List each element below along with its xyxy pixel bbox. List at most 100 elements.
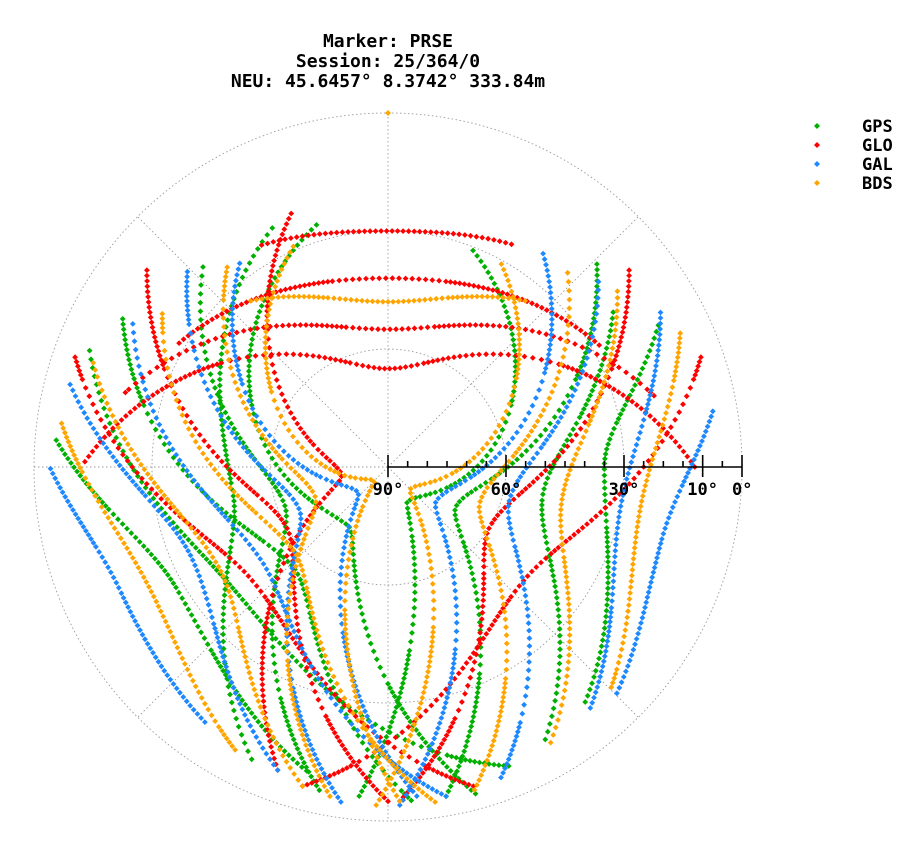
point-bds-8 (205, 706, 212, 713)
point-bds-9 (422, 296, 428, 303)
point-glo-4 (259, 496, 266, 503)
point-glo-7 (470, 650, 477, 656)
point-glo-6 (452, 776, 458, 783)
point-gps-4 (548, 562, 555, 569)
point-glo-3 (668, 434, 675, 441)
point-glo-7 (497, 609, 504, 616)
point-gps-3 (216, 376, 223, 383)
point-bds-7 (342, 580, 349, 587)
point-gps-6 (639, 365, 646, 372)
point-glo-1 (233, 303, 240, 310)
point-gps-9 (403, 666, 409, 672)
point-glo-8 (279, 231, 286, 238)
point-gal-2 (247, 723, 254, 729)
point-gps-2 (272, 484, 279, 491)
point-gps-3 (217, 370, 223, 377)
point-glo-2 (436, 323, 443, 330)
point-glo-5 (477, 629, 483, 636)
point-bds-2 (134, 456, 141, 463)
point-bds-0 (204, 456, 210, 462)
point-bds-3 (502, 675, 509, 682)
point-gps-2 (294, 745, 301, 752)
point-gal-7 (672, 499, 678, 505)
point-gps-7 (185, 606, 192, 613)
point-gps-7 (277, 744, 284, 750)
point-gps-9 (385, 729, 392, 735)
point-gps-1 (125, 351, 131, 358)
point-glo-8 (276, 384, 283, 391)
point-gal-5 (447, 679, 454, 686)
point-gal-5 (542, 365, 549, 372)
point-bds-9 (315, 294, 322, 301)
point-gal-1 (184, 307, 191, 314)
point-glo-0 (282, 236, 288, 243)
point-bds-7 (263, 365, 270, 372)
point-bds-7 (262, 355, 269, 362)
point-bds-1 (301, 536, 307, 543)
point-bds-7 (308, 453, 315, 460)
point-gal-2 (174, 530, 180, 537)
point-gal-5 (452, 587, 459, 594)
point-bds-9 (253, 296, 260, 303)
point-gps-8 (354, 584, 360, 591)
point-bds-3 (513, 449, 519, 456)
point-glo-7 (385, 739, 392, 746)
point-glo-1 (456, 280, 463, 287)
point-glo-7 (477, 640, 484, 647)
point-gps-7 (148, 551, 155, 558)
point-glo-6 (120, 451, 126, 458)
point-bds-7 (290, 243, 297, 250)
point-bds-0 (432, 799, 438, 805)
point-bds-1 (305, 747, 311, 754)
point-glo-4 (149, 324, 156, 331)
point-bds-2 (104, 400, 110, 407)
point-gal-4 (602, 648, 609, 655)
point-gps-5 (463, 548, 470, 555)
point-gps-1 (141, 402, 147, 409)
point-gal-2 (189, 557, 196, 563)
point-bds-4 (614, 294, 621, 301)
point-bds-4 (566, 619, 573, 626)
point-glo-7 (672, 416, 678, 423)
point-bds-8 (127, 550, 133, 556)
point-gps-5 (474, 596, 481, 603)
point-glo-8 (269, 592, 276, 599)
point-glo-1 (180, 336, 187, 343)
point-gal-3 (591, 326, 597, 333)
point-glo-8 (262, 624, 269, 631)
point-gal-4 (597, 673, 604, 680)
point-gal-3 (534, 450, 540, 457)
point-bds-1 (269, 445, 276, 452)
point-gal-5 (448, 485, 455, 492)
point-bds-4 (562, 481, 569, 488)
point-gps-8 (416, 731, 423, 738)
point-gps-8 (349, 540, 356, 546)
point-bds-3 (525, 433, 532, 439)
point-glo-7 (508, 593, 514, 600)
point-gps-5 (461, 543, 468, 550)
point-glo-4 (144, 288, 151, 295)
point-gal-0 (257, 556, 264, 562)
point-bds-8 (132, 559, 139, 566)
point-gps-5 (454, 522, 461, 529)
point-gps-9 (406, 647, 413, 654)
point-gps-3 (221, 442, 228, 449)
point-glo-4 (373, 786, 380, 793)
point-glo-4 (306, 672, 313, 679)
point-gal-5 (446, 684, 453, 691)
point-bds-1 (309, 488, 316, 495)
point-gal-0 (187, 472, 194, 479)
point-bds-8 (160, 613, 167, 620)
point-bds-2 (128, 446, 134, 453)
point-gal-6 (406, 783, 412, 790)
point-gps-0 (462, 756, 469, 763)
point-gal-2 (97, 435, 103, 442)
point-bds-2 (276, 746, 283, 753)
point-bds-6 (382, 786, 389, 793)
point-glo-7 (575, 528, 582, 535)
point-gps-9 (479, 458, 486, 464)
point-gps-4 (541, 527, 548, 534)
point-glo-3 (214, 361, 220, 368)
point-gal-5 (457, 480, 464, 487)
